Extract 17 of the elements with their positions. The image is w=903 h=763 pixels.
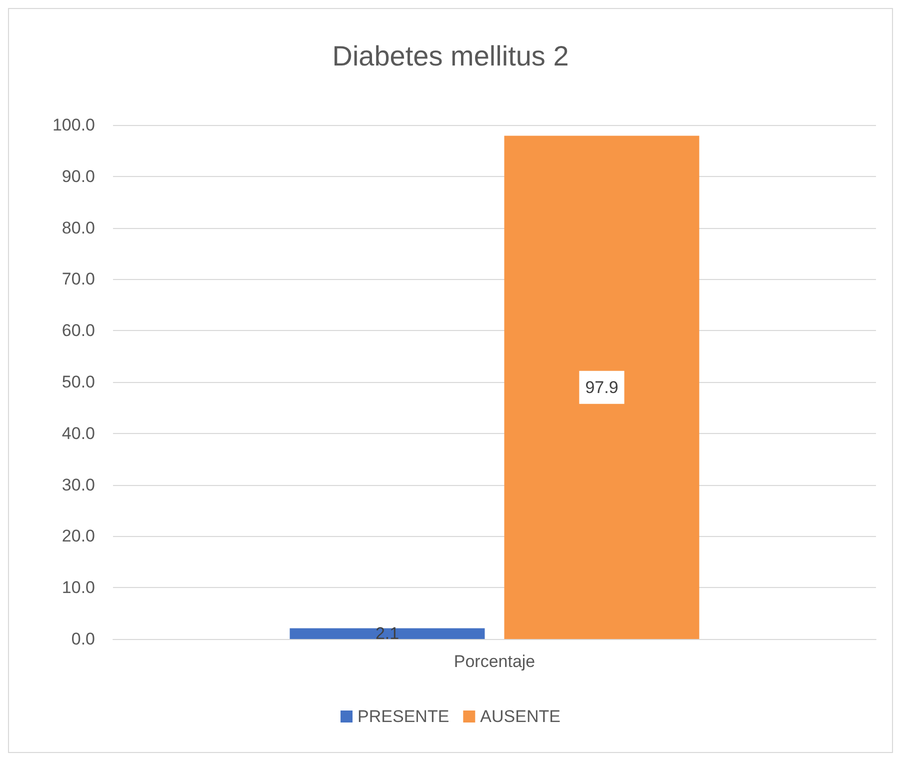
- y-tick-label: 60.0: [62, 321, 95, 340]
- y-tick-label: 0.0: [71, 630, 95, 648]
- x-tick-label: Porcentaje: [454, 652, 536, 671]
- y-tick-label: 70.0: [62, 270, 95, 289]
- data-label: 2.1: [375, 624, 400, 644]
- legend-label: AUSENTE: [480, 707, 560, 726]
- y-tick-label: 80.0: [62, 218, 95, 238]
- data-label: 97.9: [585, 378, 618, 397]
- y-tick-label: 100.0: [52, 116, 95, 134]
- y-tick-label: 50.0: [62, 372, 95, 392]
- y-tick-label: 40.0: [62, 424, 95, 443]
- y-tick-label: 10.0: [62, 578, 95, 598]
- legend-label: PRESENTE: [358, 707, 450, 726]
- y-tick-label: 20.0: [62, 526, 95, 546]
- chart-title: Diabetes mellitus 2: [332, 40, 569, 72]
- y-tick-label: 30.0: [62, 475, 95, 494]
- y-tick-label: 90.0: [62, 166, 95, 186]
